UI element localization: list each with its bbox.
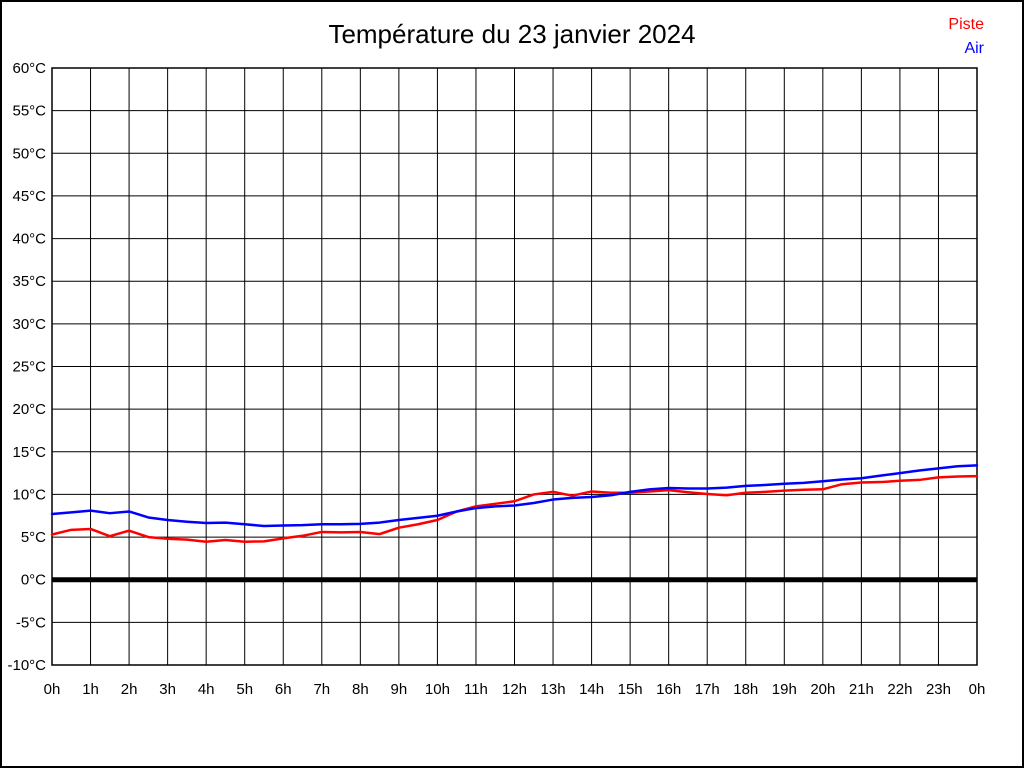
y-tick-label: 45°C xyxy=(12,188,46,205)
x-tick-label: 10h xyxy=(425,681,450,698)
y-tick-label: -5°C xyxy=(16,614,46,631)
x-tick-label: 19h xyxy=(772,681,797,698)
x-tick-label: 6h xyxy=(275,681,292,698)
y-tick-label: 25°C xyxy=(12,359,46,376)
y-tick-label: 20°C xyxy=(12,401,46,418)
y-tick-label: -10°C xyxy=(7,657,46,674)
y-tick-label: 30°C xyxy=(12,316,46,333)
x-tick-label: 14h xyxy=(579,681,604,698)
y-tick-label: 35°C xyxy=(12,273,46,290)
x-tick-label: 17h xyxy=(695,681,720,698)
chart-title: Température du 23 janvier 2024 xyxy=(328,19,696,49)
legend-label-air: Air xyxy=(964,40,984,57)
series-line-piste xyxy=(50,474,979,544)
x-tick-label: 16h xyxy=(656,681,681,698)
x-tick-label: 22h xyxy=(887,681,912,698)
legend: Piste Air xyxy=(948,13,984,61)
x-tick-label: 3h xyxy=(159,681,176,698)
y-tick-label: 55°C xyxy=(12,103,46,120)
plot-border xyxy=(51,67,978,666)
x-tick-label: 7h xyxy=(313,681,330,698)
x-tick-label: 21h xyxy=(849,681,874,698)
x-tick-label: 1h xyxy=(82,681,99,698)
x-tick-label: 20h xyxy=(810,681,835,698)
x-tick-label: 2h xyxy=(121,681,138,698)
y-tick-label: 5°C xyxy=(21,529,46,546)
y-tick-label: 60°C xyxy=(12,60,46,77)
x-tick-label: 8h xyxy=(352,681,369,698)
legend-label-piste: Piste xyxy=(948,16,984,33)
x-tick-label: 15h xyxy=(618,681,643,698)
x-tick-label: 12h xyxy=(502,681,527,698)
y-tick-label: 50°C xyxy=(12,145,46,162)
x-tick-label: 9h xyxy=(391,681,408,698)
x-tick-label: 18h xyxy=(733,681,758,698)
y-tick-label: 15°C xyxy=(12,444,46,461)
y-tick-label: 40°C xyxy=(12,231,46,248)
y-tick-label: 10°C xyxy=(12,486,46,503)
x-tick-label: 23h xyxy=(926,681,951,698)
x-tick-label: 13h xyxy=(541,681,566,698)
x-tick-label: 5h xyxy=(236,681,253,698)
x-tick-label: 0h xyxy=(44,681,61,698)
y-tick-label: 0°C xyxy=(21,572,46,589)
x-tick-label: 0h xyxy=(969,681,986,698)
x-tick-label: 11h xyxy=(464,681,488,698)
series-line-air xyxy=(50,464,979,528)
x-tick-label: 4h xyxy=(198,681,215,698)
